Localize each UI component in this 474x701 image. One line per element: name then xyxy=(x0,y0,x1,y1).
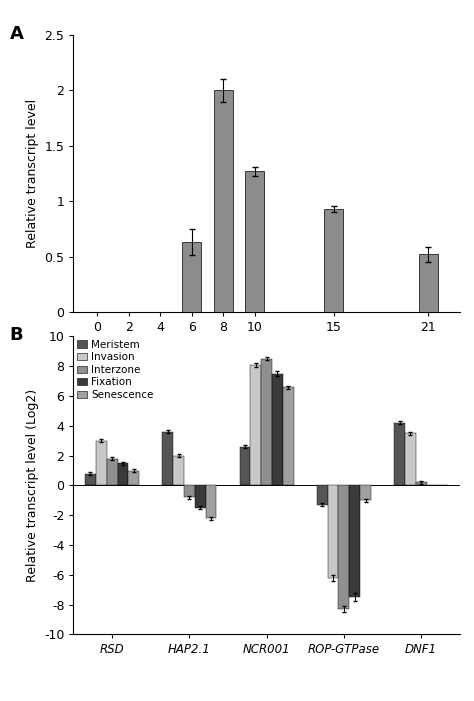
Bar xyxy=(128,470,139,485)
Bar xyxy=(405,433,416,485)
Text: B: B xyxy=(9,326,23,344)
Bar xyxy=(85,474,96,485)
Bar xyxy=(324,209,343,312)
Bar xyxy=(246,171,264,312)
Bar xyxy=(261,359,272,485)
Bar xyxy=(107,458,118,485)
Bar xyxy=(328,485,338,578)
Bar xyxy=(206,485,217,518)
Bar xyxy=(416,482,427,485)
Bar xyxy=(338,485,349,609)
Bar xyxy=(239,447,250,485)
Bar xyxy=(283,387,294,485)
Text: A: A xyxy=(9,25,23,43)
Bar xyxy=(419,254,438,312)
Bar xyxy=(195,485,206,508)
Bar xyxy=(173,456,184,485)
Bar xyxy=(317,485,328,505)
Bar xyxy=(360,485,371,501)
Y-axis label: Relative transcript level: Relative transcript level xyxy=(26,99,39,248)
Bar xyxy=(250,365,261,485)
Bar xyxy=(162,432,173,485)
Bar xyxy=(349,485,360,597)
X-axis label: Days post inoculation: Days post inoculation xyxy=(182,339,351,353)
Bar xyxy=(184,485,195,498)
Bar xyxy=(214,90,233,312)
Bar xyxy=(394,423,405,485)
Bar xyxy=(118,463,128,485)
Bar xyxy=(272,374,283,485)
Legend: Meristem, Invasion, Interzone, Fixation, Senescence: Meristem, Invasion, Interzone, Fixation,… xyxy=(77,339,154,400)
Bar xyxy=(96,441,107,485)
Y-axis label: Relative transcript level (Log2): Relative transcript level (Log2) xyxy=(26,389,38,582)
Bar xyxy=(182,242,201,312)
